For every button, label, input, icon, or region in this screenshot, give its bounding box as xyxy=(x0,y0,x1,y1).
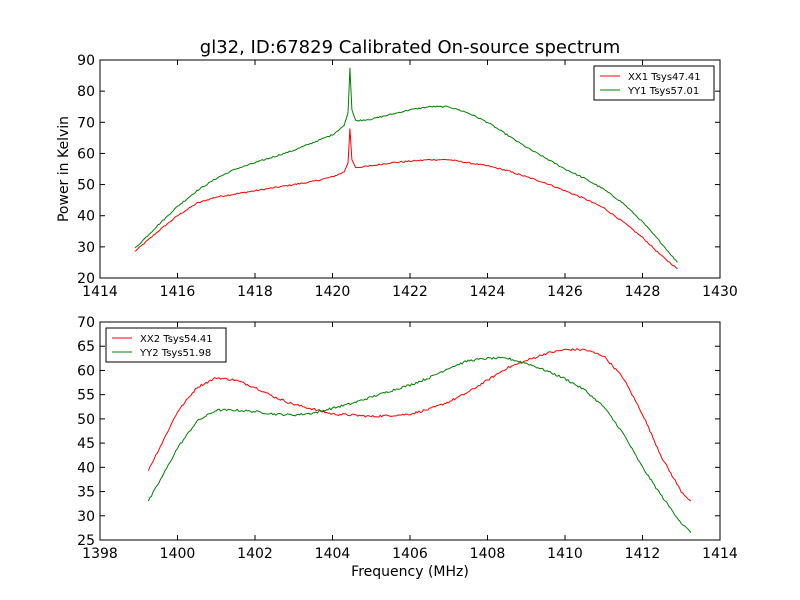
series-line-1 xyxy=(134,128,678,270)
x-tick-label: 1406 xyxy=(392,546,428,562)
x-tick-label: 1422 xyxy=(392,284,428,300)
series-line-1 xyxy=(147,347,692,502)
x-tick-label: 1412 xyxy=(625,546,661,562)
x-tick-label: 1400 xyxy=(160,546,196,562)
y-tick-label: 35 xyxy=(77,485,95,501)
y-tick-label: 65 xyxy=(77,339,95,355)
x-tick-label: 1418 xyxy=(237,284,273,300)
y-tick-label: 60 xyxy=(77,146,95,162)
x-tick-label: 1404 xyxy=(315,546,351,562)
y-tick-label: 25 xyxy=(77,533,95,549)
y-tick-label: 80 xyxy=(77,84,95,100)
bottom-plot: 1398 1400 1402 1404 1406 1408 1410 1412 1414 25 30… xyxy=(77,315,738,580)
x-tick-label: 1426 xyxy=(547,284,583,300)
series-line-2 xyxy=(134,67,678,263)
legend-box xyxy=(593,65,715,101)
series-line-2 xyxy=(147,356,692,533)
x-tick-label: 1414 xyxy=(82,284,118,300)
legend: XX1 Tsys47.41 YY1 Tsys57.01 xyxy=(593,65,715,101)
y-tick-label: 55 xyxy=(77,388,95,404)
y-tick-label: 70 xyxy=(77,315,95,331)
top-plot: 1414 1416 1418 1420 1422 1424 1426 1428 1430 20 30… xyxy=(56,53,738,300)
y-tick-label: 50 xyxy=(77,412,95,428)
x-tick-label: 1414 xyxy=(702,546,738,562)
legend-entry: YY2 Tsys51.98 xyxy=(139,348,211,359)
legend: XX2 Tsys54.41 YY2 Tsys51.98 xyxy=(105,327,227,363)
y-axis-label: Power in Kelvin xyxy=(56,116,72,222)
y-tick-label: 60 xyxy=(77,363,95,379)
y-tick-label: 40 xyxy=(77,209,95,225)
x-axis-label: Frequency (MHz) xyxy=(351,564,469,580)
legend-entry: XX1 Tsys47.41 xyxy=(628,72,701,83)
y-tick-label: 90 xyxy=(77,53,95,69)
x-tick-label: 1402 xyxy=(237,546,273,562)
x-tick-label: 1398 xyxy=(82,546,118,562)
x-tick-label: 1424 xyxy=(470,284,506,300)
y-tick-label: 45 xyxy=(77,436,95,452)
y-tick-label: 20 xyxy=(77,271,95,287)
legend-entry: XX2 Tsys54.41 xyxy=(140,334,213,345)
x-tick-label: 1420 xyxy=(315,284,351,300)
y-tick-label: 70 xyxy=(77,115,95,131)
y-tick-label: 30 xyxy=(77,509,95,525)
x-tick-label: 1408 xyxy=(470,546,506,562)
y-tick-label: 30 xyxy=(77,240,95,256)
x-tick-label: 1430 xyxy=(702,284,738,300)
y-tick-label: 50 xyxy=(77,178,95,194)
legend-entry: YY1 Tsys57.01 xyxy=(627,86,699,97)
chart-title: gl32, ID:67829 Calibrated On-source spec… xyxy=(200,37,620,58)
y-tick-label: 40 xyxy=(77,460,95,476)
legend-box xyxy=(105,327,227,363)
x-tick-label: 1416 xyxy=(160,284,196,300)
x-tick-label: 1428 xyxy=(625,284,661,300)
x-tick-label: 1410 xyxy=(547,546,583,562)
